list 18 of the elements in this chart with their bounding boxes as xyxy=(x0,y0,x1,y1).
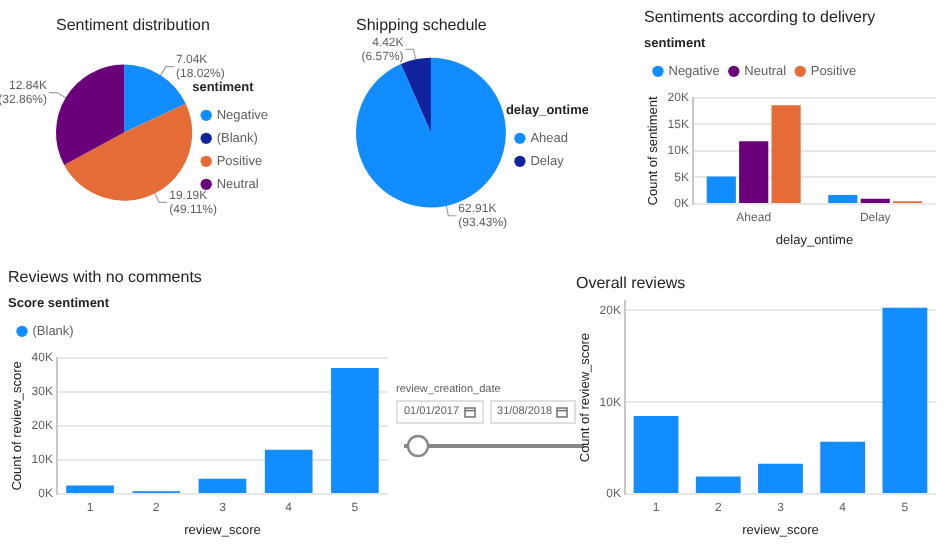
bar xyxy=(198,478,247,493)
bar xyxy=(882,307,928,493)
chart-title: Sentiments according to delivery xyxy=(644,8,876,27)
bar xyxy=(264,449,313,493)
bar xyxy=(633,415,679,493)
chart-title: Shipping schedule xyxy=(356,16,488,35)
chart-title: Overall reviews xyxy=(576,274,686,293)
bar xyxy=(828,194,858,203)
chart-title: Sentiment distribution xyxy=(56,16,210,35)
bar xyxy=(820,441,866,493)
bar xyxy=(771,105,801,203)
bar xyxy=(739,141,769,203)
bar xyxy=(695,476,741,493)
bar xyxy=(706,176,736,203)
bar xyxy=(331,368,379,493)
chart-title: Reviews with no comments xyxy=(8,268,202,287)
bar xyxy=(758,463,803,493)
bar xyxy=(66,485,114,493)
